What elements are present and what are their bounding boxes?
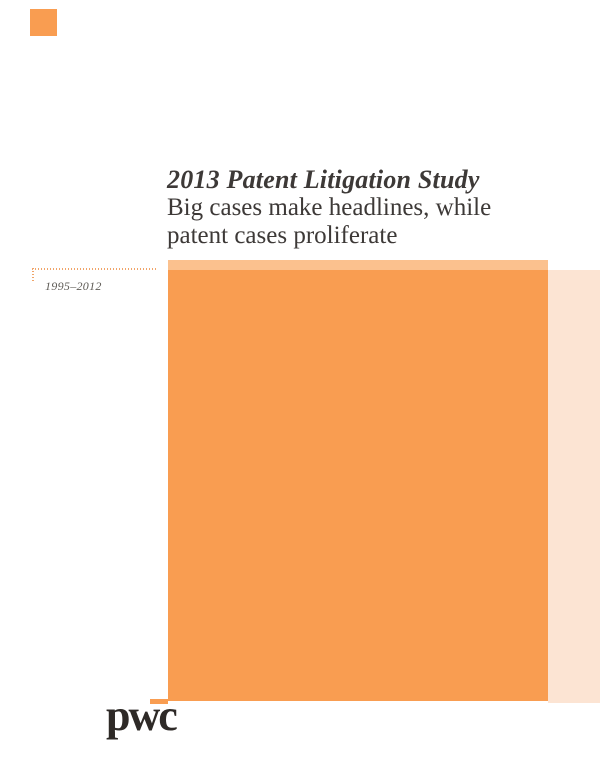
report-subtitle-line-1: Big cases make headlines, while [167, 194, 492, 221]
pwc-logo: pwc [106, 691, 178, 740]
artwork-side-band [548, 270, 600, 703]
period-dotted-rule-tick [32, 268, 34, 281]
report-title: 2013 Patent Litigation Study [167, 165, 480, 194]
logo-accent-dash [150, 699, 168, 704]
brand-corner-square [30, 9, 57, 36]
period-dotted-rule [32, 268, 158, 270]
report-subtitle-line-2: patent cases proliferate [167, 222, 398, 249]
title-block: 2013 Patent Litigation Study Big cases m… [167, 166, 567, 250]
period-label: 1995–2012 [45, 279, 102, 293]
artwork-main-block [168, 270, 548, 701]
artwork-top-strip [168, 260, 548, 270]
